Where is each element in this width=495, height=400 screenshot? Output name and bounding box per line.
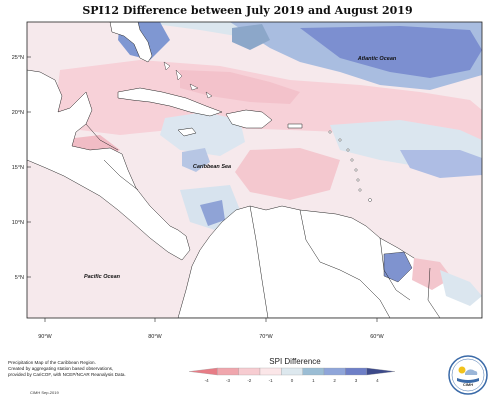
colorbar-tick-label: -1 [269,378,273,383]
map-title: SPI12 Difference between July 2019 and A… [82,4,413,17]
footnote: Precipitation Map of the Caribbean Regio… [8,360,158,378]
logo-text: CIMH [462,382,474,387]
footnote-line: Created by aggregating station based obs… [8,366,114,371]
land-central-america [27,69,191,261]
colorbar-tick-label: 2 [333,378,336,383]
spi-colorbar: -4 -3 -2 -1 0 1 2 3 4 [188,367,396,383]
cimh-logo [448,355,488,395]
lat-tick-label: 10°N [12,220,24,226]
label-pacific-ocean: Pacific Ocean [84,274,121,280]
land-cuba [117,87,223,117]
lat-tick-label: 25°N [12,55,24,61]
spi-positive-region [182,148,210,172]
land-lesser-antilles [328,130,372,202]
land-hispaniola [225,109,273,129]
footnote-line: provided by CariCOF, with NCEP/NCAR Rean… [8,372,126,377]
colorbar-swatch [238,367,261,376]
spi-positive-region [383,251,413,283]
lon-tick-label: 90°W [38,334,52,340]
colorbar-swatch [323,367,346,376]
land-bahamas [163,61,213,99]
spi-positive-region [440,270,482,306]
land-jamaica [177,127,197,137]
legend-title: SPI Difference [269,357,321,366]
spi-positive-region [400,150,482,178]
longitude-axis: 90°W 80°W 70°W 60°W [38,318,385,340]
land-puerto-rico [287,123,303,129]
spi-positive-region [300,26,482,78]
spi-positive-region [200,200,225,226]
colorbar-tick-label: -2 [247,378,251,383]
colorbar-tick-label: 1 [312,378,315,383]
colorbar-swatch [259,367,282,376]
spi-positive-region [232,24,270,50]
colorbar-swatch [217,367,239,376]
label-atlantic-ocean: Atlantic Ocean [357,56,397,62]
footnote-line: Precipitation Map of the Caribbean Regio… [8,360,96,365]
colorbar-swatch [281,367,303,376]
label-caribbean-sea: Caribbean Sea [193,164,231,170]
spi-negative-region [235,148,340,200]
colorbar-swatch [366,367,396,376]
spi-positive-region [160,112,245,156]
colorbar-tick-label: 4 [376,378,379,383]
colorbar-tick-label: -4 [205,378,209,383]
colorbar-tick-label: 3 [355,378,358,383]
colorbar-swatch [345,367,367,376]
spi-negative-region [412,258,452,290]
credit-text: CIMH Sep-2019 [30,390,59,395]
colorbar-tick-label: -3 [226,378,230,383]
colorbar-swatch [302,367,325,376]
land-florida [109,22,153,63]
lat-tick-label: 15°N [12,165,24,171]
latitude-axis: 25°N 20°N 15°N 10°N 5°N [12,55,31,281]
lon-tick-label: 70°W [259,334,273,340]
spi-field [27,22,482,318]
lat-tick-label: 20°N [12,110,24,116]
colorbar-swatch [188,367,218,376]
map-frame [26,21,483,319]
lon-tick-label: 60°W [370,334,384,340]
colorbar-tick-label: 0 [291,378,294,383]
lon-tick-label: 80°W [148,334,162,340]
lat-tick-label: 5°N [15,275,24,281]
